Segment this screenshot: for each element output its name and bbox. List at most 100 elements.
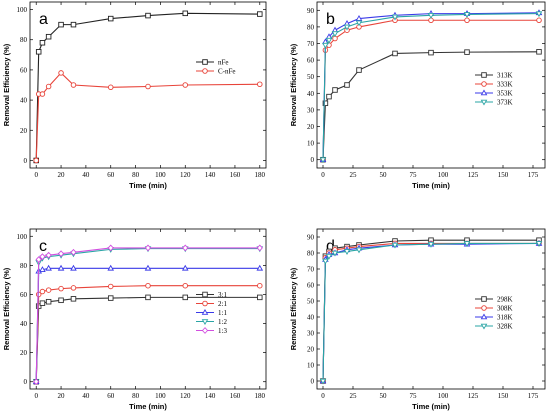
y-tick-label: 80	[20, 262, 28, 270]
x-tick-label: 160	[230, 392, 241, 400]
y-tick-label: 30	[307, 106, 315, 114]
series-373K	[319, 11, 543, 164]
x-tick-label: 60	[107, 171, 115, 179]
x-axis-title: Time (min)	[129, 402, 167, 411]
data-point	[70, 82, 77, 88]
data-point	[182, 10, 189, 17]
data-point	[257, 11, 263, 17]
series-1:3	[33, 244, 263, 386]
y-tick-label: 10	[307, 362, 315, 370]
x-tick-label: 75	[410, 171, 418, 179]
data-point	[39, 253, 46, 261]
y-tick-label: 40	[307, 90, 315, 98]
data-point	[58, 285, 64, 292]
legend-label: 1:1	[218, 309, 227, 317]
x-tick-label: 50	[380, 392, 388, 400]
plot-frame	[29, 1, 267, 169]
series-line	[322, 242, 539, 382]
legend-label: 318K	[497, 314, 513, 322]
data-point	[464, 49, 470, 55]
data-point	[45, 287, 52, 293]
x-tick-label: 150	[498, 171, 509, 179]
data-point	[58, 21, 64, 28]
x-tick-label: 100	[155, 392, 166, 400]
data-point	[391, 14, 399, 21]
data-point	[57, 264, 65, 271]
y-tick-label: 90	[307, 7, 315, 15]
x-tick-label: 100	[438, 392, 449, 400]
series-line	[322, 51, 540, 160]
series-line	[322, 13, 540, 160]
series-line	[35, 12, 260, 161]
y-axis-title: Removal Efficiency (%)	[289, 267, 298, 350]
x-tick-label: 80	[132, 392, 140, 400]
legend-marker	[202, 68, 208, 74]
data-point	[463, 241, 471, 247]
x-axis-title: Time (min)	[412, 402, 450, 411]
data-point	[45, 83, 52, 90]
data-point	[58, 70, 64, 76]
legend-label: C-nFe	[218, 68, 236, 76]
y-tick-label: 0	[24, 157, 28, 165]
data-point	[325, 253, 333, 260]
x-tick-label: 175	[528, 171, 539, 179]
y-tick-label: 20	[307, 123, 315, 131]
x-tick-label: 0	[321, 392, 325, 400]
panel-letter: a	[39, 11, 48, 28]
legend-marker	[481, 72, 487, 78]
data-point	[182, 82, 189, 88]
data-point	[39, 300, 46, 306]
x-tick-label: 40	[82, 171, 90, 179]
series-328K	[319, 241, 543, 385]
data-point	[322, 42, 329, 49]
legend-label: 1:3	[218, 327, 227, 335]
x-tick-label: 40	[82, 392, 90, 400]
data-point	[145, 83, 151, 90]
data-point	[319, 157, 327, 164]
panel-d: 0 25 50 75 100 125 150 175 0 10 20 30 40 50 60 70 80 90 Ti…	[289, 228, 546, 411]
y-tick-label: 70	[307, 266, 315, 274]
legend: 3:12:11:11:21:3	[196, 291, 227, 335]
data-point	[319, 378, 327, 385]
data-point	[391, 242, 399, 249]
legend-marker	[201, 319, 209, 326]
data-point	[427, 241, 435, 248]
x-tick-label: 25	[350, 392, 358, 400]
x-tick-label: 0	[321, 171, 325, 179]
legend-marker	[480, 313, 488, 320]
y-tick-label: 0	[311, 378, 315, 386]
data-point	[107, 84, 114, 91]
y-tick-label: 20	[20, 127, 28, 135]
data-point	[144, 244, 152, 252]
x-tick-label: 100	[155, 171, 166, 179]
data-point	[145, 294, 151, 301]
plot-frame	[29, 228, 267, 390]
y-tick-label: 80	[307, 23, 315, 31]
y-tick-label: 40	[20, 97, 28, 105]
data-point	[331, 31, 339, 38]
data-point	[536, 17, 542, 24]
data-point	[107, 283, 114, 290]
y-tick-label: 20	[20, 349, 28, 357]
x-axis-title: Time (min)	[412, 181, 450, 190]
data-point	[35, 256, 42, 263]
y-tick-label: 100	[17, 233, 28, 241]
legend-label: 308K	[497, 305, 513, 313]
y-tick-label: 60	[307, 57, 315, 65]
data-point	[35, 49, 42, 55]
x-tick-label: 120	[180, 171, 191, 179]
data-point	[463, 12, 471, 19]
y-tick-label: 40	[20, 320, 28, 328]
data-point	[70, 264, 77, 271]
data-point	[107, 295, 114, 301]
data-point	[45, 298, 52, 305]
data-point	[343, 24, 351, 31]
data-point	[33, 378, 40, 386]
data-point	[536, 49, 542, 55]
y-tick-label: 10	[307, 140, 315, 148]
data-point	[145, 282, 151, 289]
data-point	[344, 82, 350, 88]
data-point	[33, 157, 39, 164]
